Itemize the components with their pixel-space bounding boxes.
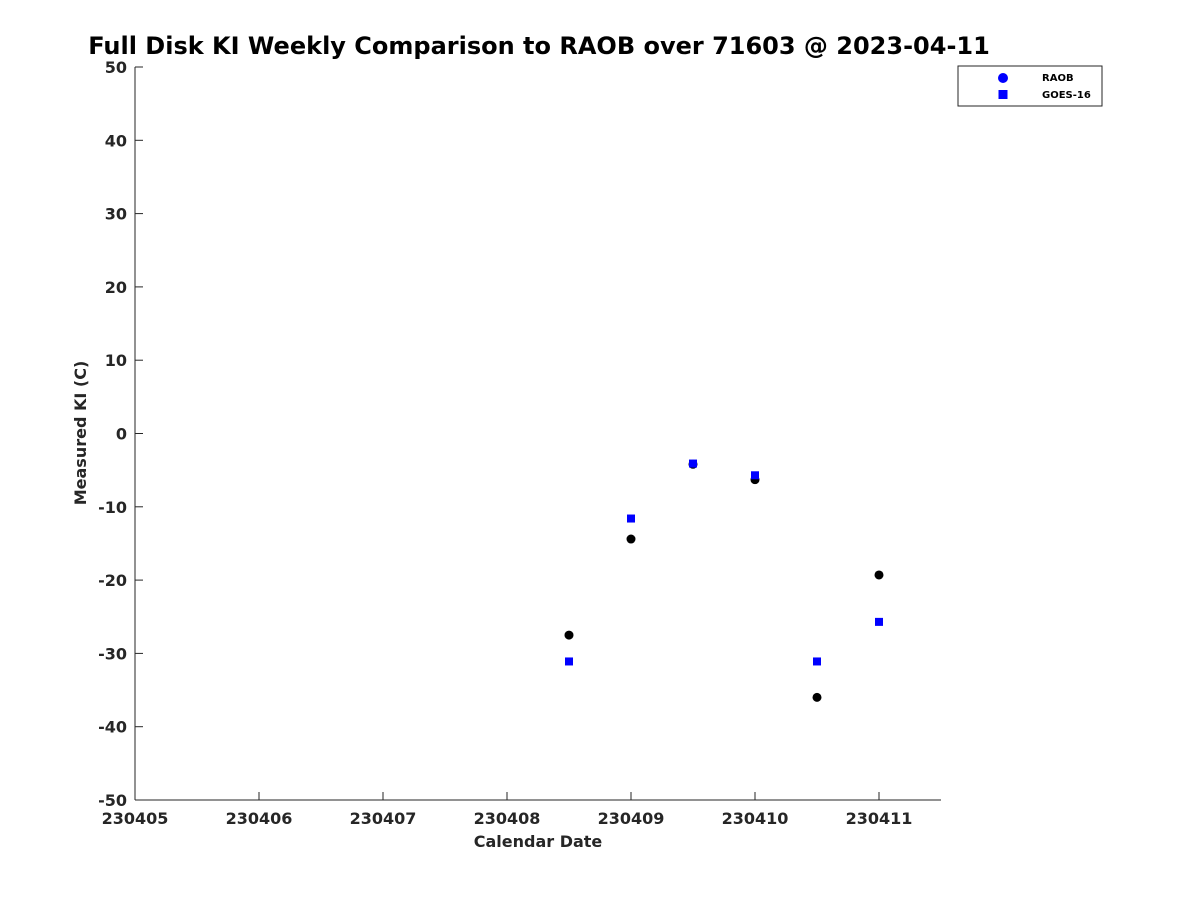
x-tick-label: 230409 — [598, 809, 665, 828]
point-goes-16 — [565, 657, 573, 666]
y-ticks: -50 -40 -30 -20 -10 0 10 20 30 40 50 — [98, 58, 143, 810]
legend-marker-goes-16 — [998, 90, 1008, 99]
y-tick-label: 50 — [105, 58, 127, 77]
legend: RAOB GOES-16 — [957, 65, 1103, 107]
data-points — [564, 459, 884, 702]
y-tick-label: 10 — [105, 351, 127, 370]
y-tick-label: -20 — [98, 571, 127, 590]
x-axis-label: Calendar Date — [474, 832, 603, 851]
legend-box — [957, 65, 1103, 107]
legend-label-goes-16: GOES-16 — [1042, 90, 1091, 101]
y-tick-label: -30 — [98, 644, 127, 663]
point-raob — [874, 570, 884, 580]
point-goes-16 — [813, 657, 821, 666]
y-tick-label: -50 — [98, 791, 127, 810]
x-tick-label: 230405 — [102, 809, 169, 828]
x-tick-label: 230406 — [226, 809, 293, 828]
y-tick-label: 0 — [116, 425, 127, 444]
y-tick-label: 30 — [105, 205, 127, 224]
point-goes-16 — [875, 617, 883, 626]
x-tick-label: 230407 — [350, 809, 417, 828]
point-raob — [564, 630, 574, 640]
point-raob — [812, 692, 822, 702]
point-goes-16 — [689, 459, 697, 468]
legend-label-raob: RAOB — [1042, 73, 1074, 84]
y-tick-label: 40 — [105, 131, 127, 150]
x-tick-label: 230411 — [846, 809, 913, 828]
x-ticks: 230405 230406 230407 230408 230409 230410 2304… — [102, 792, 913, 828]
x-tick-label: 230410 — [722, 809, 789, 828]
point-raob — [626, 534, 636, 544]
x-tick-label: 230408 — [474, 809, 541, 828]
y-axis-label: Measured KI (C) — [71, 361, 90, 506]
y-tick-label: 20 — [105, 278, 127, 297]
y-tick-label: -40 — [98, 718, 127, 737]
point-goes-16 — [627, 514, 635, 523]
y-tick-label: -10 — [98, 498, 127, 517]
legend-marker-raob — [998, 73, 1008, 83]
point-goes-16 — [751, 471, 759, 480]
chart-title: Full Disk KI Weekly Comparison to RAOB o… — [88, 32, 990, 60]
